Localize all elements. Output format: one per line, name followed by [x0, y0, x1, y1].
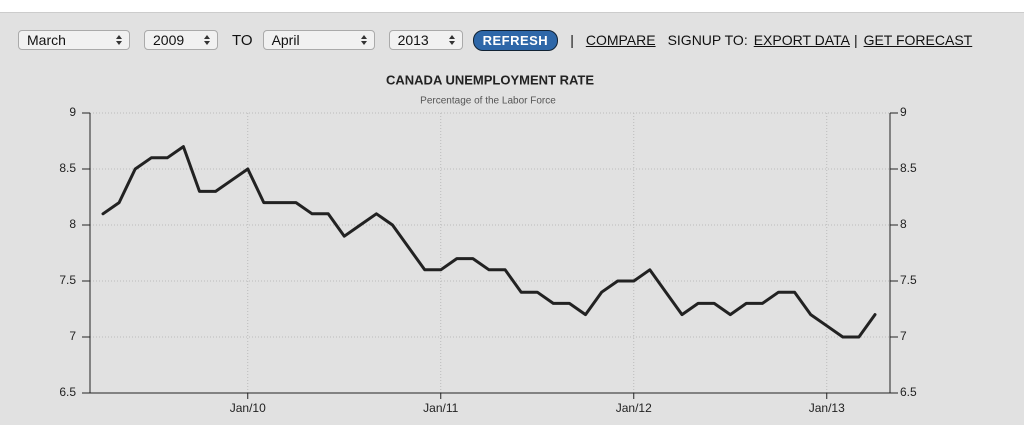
- y2-tick-label: 9: [900, 105, 907, 119]
- forecast-link[interactable]: GET FORECAST: [863, 32, 973, 48]
- arrows: [116, 35, 122, 45]
- export-link[interactable]: EXPORT DATA: [753, 32, 850, 48]
- y-tick-label: 7: [69, 329, 76, 343]
- to-label: TO: [232, 31, 253, 49]
- refresh-button[interactable]: REFRESH: [472, 29, 559, 51]
- select-value: March: [27, 32, 66, 48]
- arrows: [204, 35, 210, 45]
- arrows: [360, 35, 367, 45]
- arrows: [448, 35, 455, 45]
- line: [101, 145, 877, 339]
- top-bar: [0, 0, 1024, 13]
- y-tick-label: 9: [69, 105, 76, 119]
- month-select[interactable]: April: [262, 30, 375, 50]
- y2-tick-label: 7.5: [900, 273, 917, 287]
- year-select[interactable]: 2013: [388, 30, 463, 50]
- y2-tick-label: 8.5: [900, 161, 917, 175]
- x-tick-label: Jan/10: [230, 401, 266, 415]
- chart-title: CANADA UNEMPLOYMENT RATE: [386, 72, 594, 87]
- x-tick-label: Jan/11: [423, 401, 458, 415]
- compare-link[interactable]: COMPARE: [585, 32, 656, 48]
- y2-tick-label: 8: [900, 217, 907, 231]
- month-select[interactable]: March: [18, 30, 130, 50]
- y2-tick-label: 6.5: [900, 385, 917, 399]
- x-tick-label: Jan/13: [809, 401, 845, 415]
- separator: |: [570, 32, 574, 48]
- y-tick-label: 8: [69, 217, 76, 231]
- y-tick-label: 6.5: [59, 385, 76, 399]
- x-tick-label: Jan/12: [616, 401, 652, 415]
- chart-subtitle: Percentage of the Labor Force: [420, 96, 556, 107]
- signup-label: SIGNUP TO:: [667, 32, 748, 48]
- y-tick-label: 7.5: [59, 273, 76, 287]
- y-tick-label: 8.5: [59, 161, 76, 175]
- year-select[interactable]: 2009: [144, 30, 218, 50]
- y2-tick-label: 7: [900, 329, 907, 343]
- select-value: 2013: [397, 32, 429, 48]
- separator: |: [853, 32, 858, 48]
- controls: March 2009 TO April 2013 REFRESH | COMPA…: [18, 29, 984, 51]
- select-value: 2009: [153, 32, 185, 48]
- select-value: April: [271, 32, 300, 48]
